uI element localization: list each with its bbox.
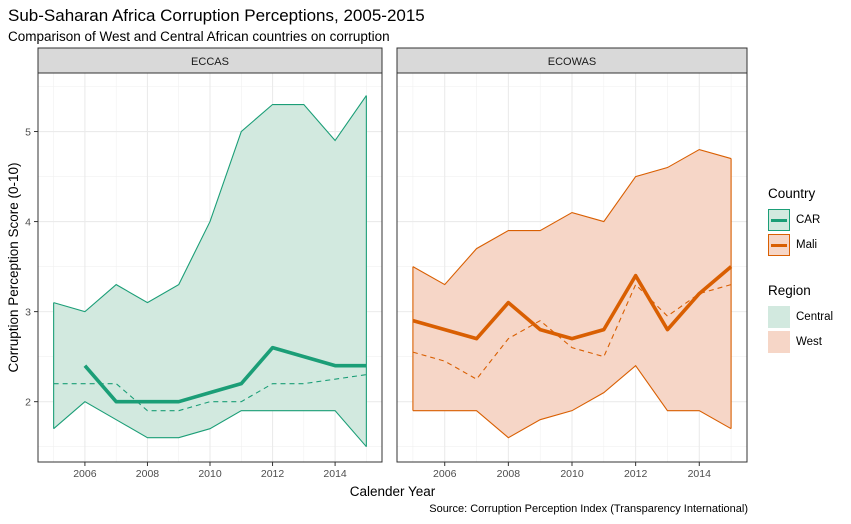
y-tick-label: 4 <box>25 217 31 229</box>
ribbon-central <box>53 95 367 447</box>
x-axis-title: Calender Year <box>350 484 436 499</box>
x-tick-label: 2008 <box>497 468 521 480</box>
panel-eccas: ECCAS 2006 2008 2010 2012 2014 2 3 4 5 <box>25 47 383 480</box>
x-tick-label: 2012 <box>261 468 285 480</box>
legend-item-central: Central <box>768 304 833 329</box>
legend-key-mali <box>768 233 790 256</box>
x-tick-label: 2006 <box>73 468 97 480</box>
ribbon-west <box>412 149 732 438</box>
x-tick-label: 2012 <box>624 468 648 480</box>
legend-item-car: CAR <box>768 207 820 232</box>
y-tick-label: 3 <box>25 307 31 319</box>
x-tick-label: 2014 <box>323 468 347 480</box>
chart-title: Sub-Saharan Africa Corruption Perception… <box>8 6 425 25</box>
legend-label-west: West <box>796 335 822 348</box>
legend-key-west <box>768 330 790 353</box>
strip-eccas <box>37 47 383 74</box>
x-tick-label: 2006 <box>433 468 457 480</box>
region-legend-title: Region <box>768 283 811 298</box>
chart-caption: Source: Corruption Perception Index (Tra… <box>429 503 748 515</box>
panel-ecowas: ECOWAS 2006 2008 2010 2012 2014 <box>396 47 748 480</box>
strip-label-eccas: ECCAS <box>191 56 229 68</box>
legend-key-car <box>768 208 790 231</box>
legend-label-central: Central <box>796 310 834 323</box>
country-legend: Country CAR Mali <box>768 186 820 257</box>
trend-line-ecowas <box>412 283 732 380</box>
ribbon-min-line-ecowas <box>412 364 732 439</box>
strip-ecowas <box>396 47 748 74</box>
ribbon-min-line-eccas <box>53 400 367 448</box>
series-line-car <box>83 345 367 404</box>
y-tick-label: 5 <box>25 127 31 139</box>
ribbon-max-line-eccas <box>53 95 367 313</box>
x-tick-label: 2008 <box>136 468 160 480</box>
series-line-mali <box>412 265 733 341</box>
legend-item-mali: Mali <box>768 232 820 257</box>
region-legend: Region Central West <box>768 283 833 354</box>
y-axis-title: Corruption Perception Score (0-10) <box>6 162 21 372</box>
country-legend-title: Country <box>768 186 816 201</box>
y-tick-label: 2 <box>25 397 31 409</box>
chart-subtitle: Comparison of West and Central African c… <box>8 29 390 44</box>
legend-label-car: CAR <box>796 213 821 226</box>
legend-label-mali: Mali <box>796 238 818 251</box>
strip-label-ecowas: ECOWAS <box>548 56 597 68</box>
x-tick-label: 2014 <box>688 468 712 480</box>
x-tick-label: 2010 <box>560 468 584 480</box>
legend-item-west: West <box>768 329 833 354</box>
x-tick-label: 2010 <box>198 468 222 480</box>
ribbon-max-line-ecowas <box>412 148 732 286</box>
legend-key-central <box>768 305 790 328</box>
